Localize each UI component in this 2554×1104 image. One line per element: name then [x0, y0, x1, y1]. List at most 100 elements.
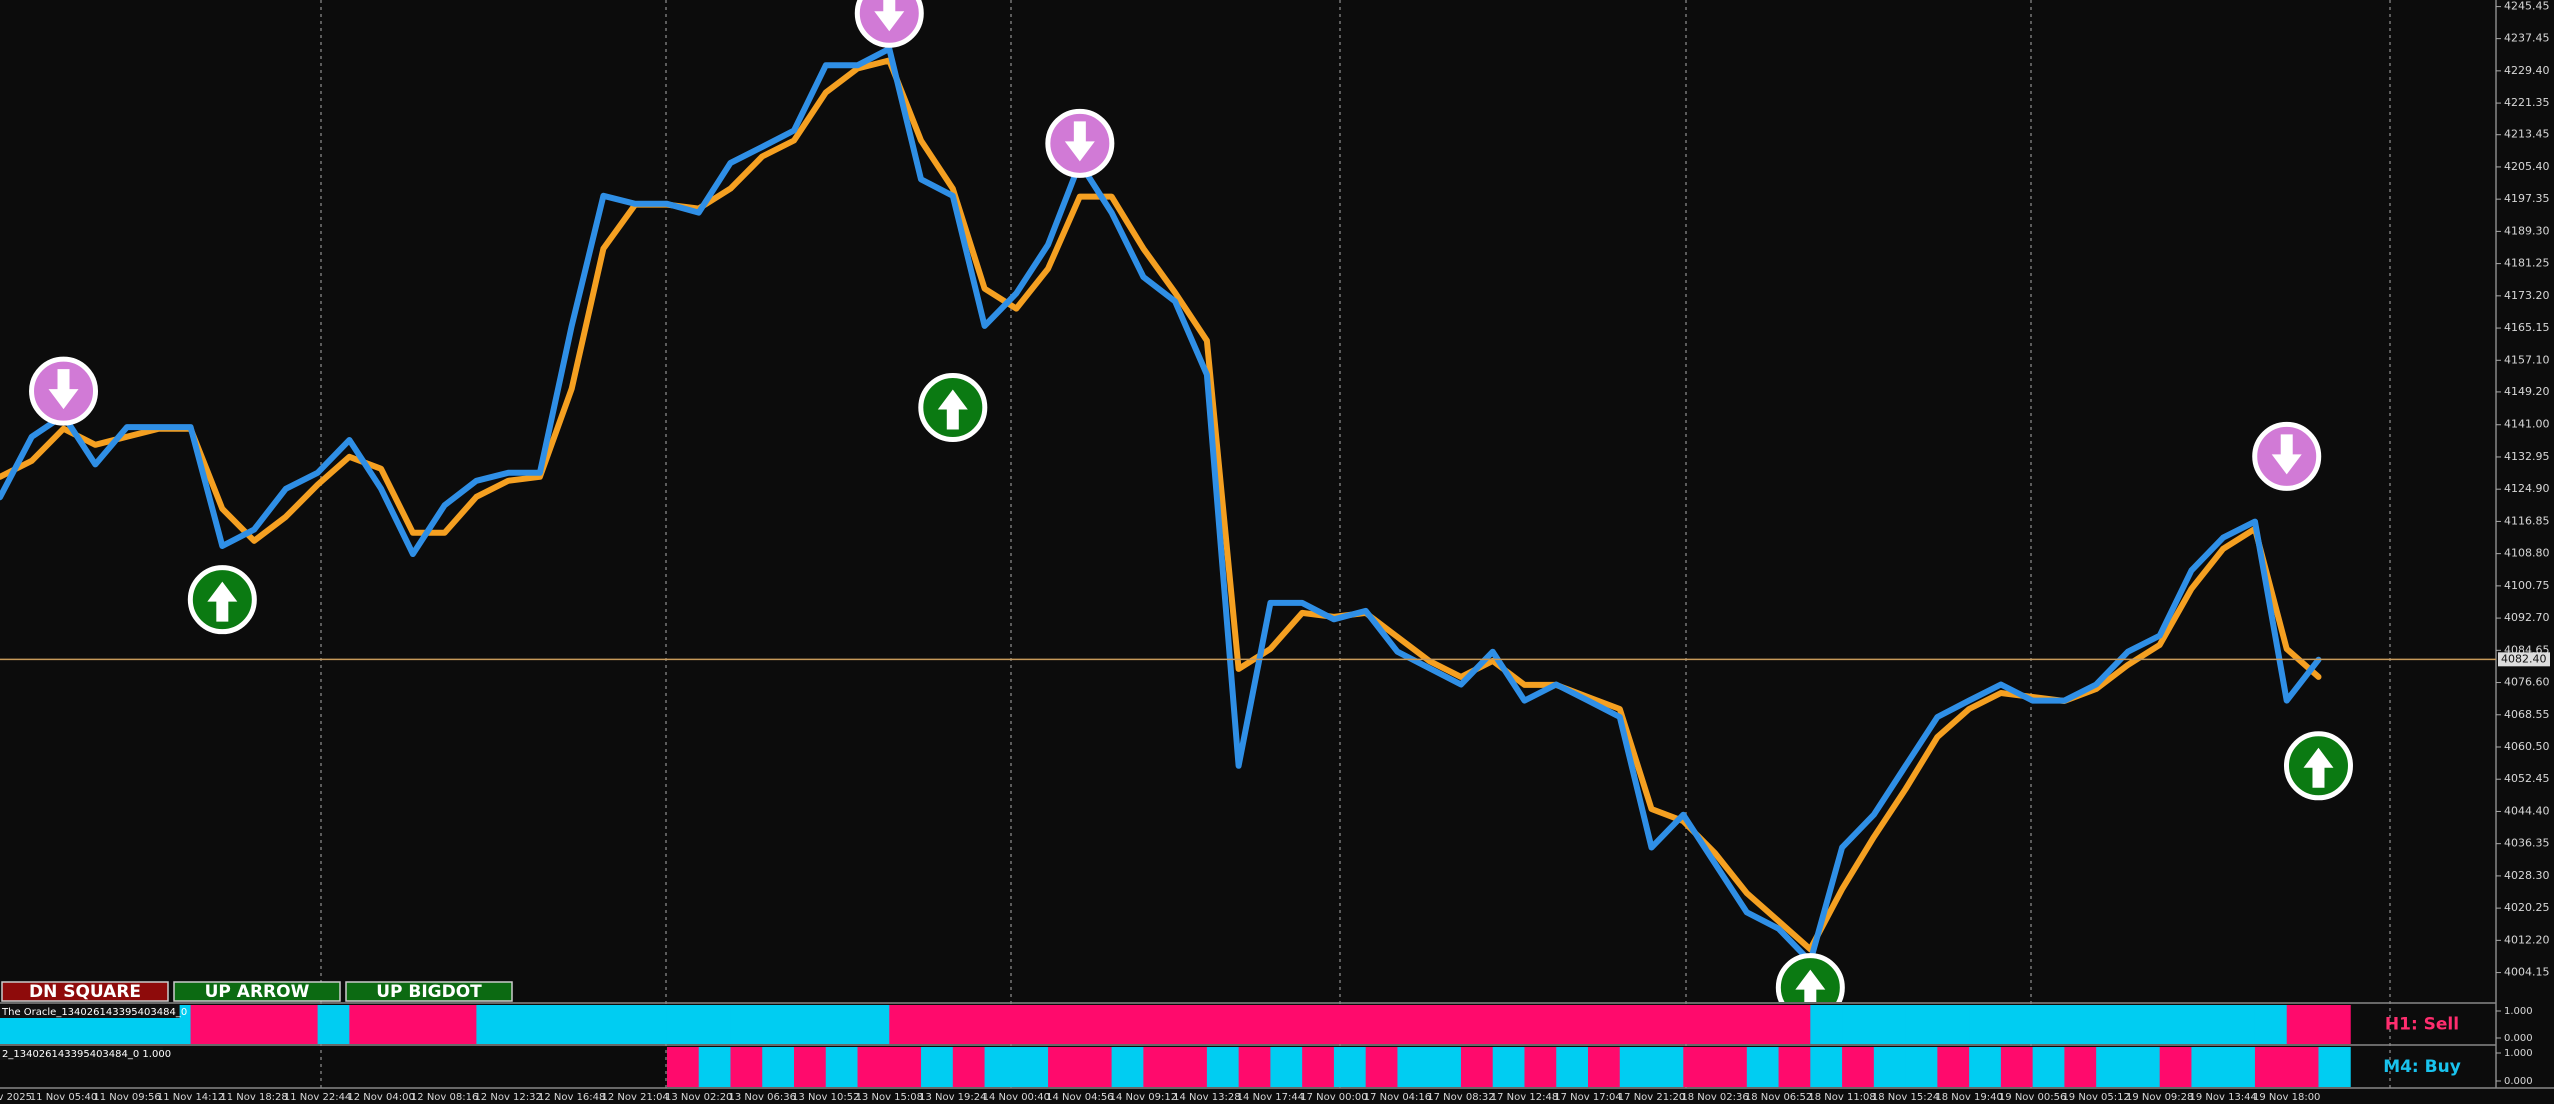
x-tick-label: 12 Nov 12:32 — [474, 1092, 541, 1103]
y-tick-label: 4205.40 — [2504, 160, 2550, 173]
x-tick-label: 17 Nov 04:16 — [1364, 1092, 1431, 1103]
indicator-title: 2_134026143395403484_0 1.000 — [2, 1049, 171, 1060]
indicator-cell — [1365, 1005, 1398, 1044]
indicator-cell — [1143, 1005, 1176, 1044]
y-tick-label: 4108.80 — [2504, 547, 2550, 560]
x-tick-label: 17 Nov 08:32 — [1427, 1092, 1494, 1103]
indicator-cell — [1746, 1047, 1780, 1087]
y-tick-label: 4004.15 — [2504, 966, 2550, 979]
signal-button-label[interactable]: DN SQUARE — [29, 982, 141, 1002]
indicator-cell — [571, 1005, 604, 1044]
indicator-cell — [1492, 1005, 1525, 1044]
indicator-cell — [1048, 1047, 1081, 1087]
indicator-cell — [1079, 1005, 1113, 1044]
x-tick-label: 12 Nov 04:00 — [347, 1092, 414, 1103]
x-tick-label: 11 Nov 2025 — [0, 1092, 32, 1103]
x-tick-label: 11 Nov 18:28 — [220, 1092, 287, 1103]
indicator-cell — [1715, 1047, 1748, 1087]
indicator-signal: H1: Sell — [2385, 1015, 2459, 1035]
signal-arrow — [2303, 747, 2334, 788]
indicator-cell — [2286, 1047, 2319, 1087]
indicator-cell — [1778, 1047, 1811, 1087]
signal-button[interactable] — [345, 981, 513, 1002]
indicator-cell — [2159, 1047, 2192, 1087]
y-tick-label: 4221.35 — [2504, 96, 2550, 109]
y-tick-label: 4173.20 — [2504, 289, 2550, 302]
indicator-cell — [222, 1005, 255, 1044]
indicator-cell — [1810, 1005, 1843, 1044]
indicator-cell — [285, 1005, 319, 1044]
indicator-title-bg — [0, 1047, 163, 1060]
x-tick-label: 13 Nov 15:08 — [856, 1092, 923, 1103]
indicator-cell — [1683, 1005, 1716, 1044]
indicator-cell — [1937, 1005, 1970, 1044]
indicator-cell — [349, 1005, 382, 1044]
indicator-cell — [1969, 1005, 2002, 1044]
indicator-cell — [2191, 1047, 2224, 1087]
indicator-cell — [1746, 1005, 1780, 1044]
x-tick-label: 14 Nov 17:44 — [1237, 1092, 1304, 1103]
indicator-cell — [1810, 1047, 1843, 1087]
signal-button[interactable] — [1, 981, 169, 1002]
indicator-cell — [539, 1005, 573, 1044]
signal-arrow — [1795, 969, 1826, 1002]
indicator-cell — [1238, 1047, 1271, 1087]
indicator-cell — [698, 1047, 731, 1087]
indicator-cell — [730, 1047, 763, 1087]
indicator-cell — [1524, 1005, 1557, 1044]
x-tick-label: 11 Nov 14:12 — [157, 1092, 224, 1103]
signal-button-label[interactable]: UP ARROW — [205, 982, 310, 1002]
indicator-cell — [1937, 1047, 1970, 1087]
indicator-tick-label: 1.000 — [2504, 1006, 2533, 1017]
indicator-cell — [1397, 1047, 1430, 1087]
x-tick-label: 18 Nov 06:52 — [1745, 1092, 1812, 1103]
indicator-cell — [2223, 1047, 2256, 1087]
indicator-cell — [984, 1005, 1017, 1044]
indicator-cell — [1175, 1005, 1208, 1044]
indicator-cell — [1333, 1047, 1367, 1087]
y-tick-label: 4092.70 — [2504, 611, 2550, 624]
signal-button-label[interactable]: UP BIGDOT — [376, 982, 482, 1002]
indicator-title: The Oracle_134026143395403484_0 — [1, 1007, 187, 1018]
y-tick-label: 4213.45 — [2504, 128, 2550, 141]
indicator-cell — [412, 1005, 446, 1044]
indicator-cell — [635, 1005, 668, 1044]
signal-arrow — [2271, 434, 2302, 475]
indicator-cell — [1175, 1047, 1208, 1087]
indicator-cell — [1556, 1005, 1589, 1044]
x-tick-label: 18 Nov 19:40 — [1935, 1092, 2002, 1103]
indicator-cell — [1302, 1005, 1335, 1044]
indicator-cell — [666, 1005, 700, 1044]
indicator-cell — [1143, 1047, 1176, 1087]
indicator-cell — [1651, 1005, 1684, 1044]
indicator-cell — [508, 1005, 541, 1044]
indicator-cell — [1016, 1047, 1049, 1087]
indicator-cell — [2254, 1047, 2288, 1087]
y-tick-label: 4189.30 — [2504, 224, 2550, 237]
y-tick-label: 4229.40 — [2504, 64, 2550, 77]
indicator-cell — [2191, 1005, 2224, 1044]
signal-button[interactable] — [173, 981, 341, 1002]
y-tick-label: 4100.75 — [2504, 579, 2550, 592]
indicator-cell — [1238, 1005, 1271, 1044]
x-tick-label: 14 Nov 09:12 — [1110, 1092, 1177, 1103]
indicator-cell — [825, 1047, 859, 1087]
y-tick-label: 4197.35 — [2504, 192, 2550, 205]
indicator-signal: M4: Buy — [2383, 1057, 2461, 1077]
indicator-cell — [952, 1047, 986, 1087]
y-tick-label: 4068.55 — [2504, 708, 2550, 721]
x-tick-label: 19 Nov 18:00 — [2253, 1092, 2320, 1103]
indicator-cell — [444, 1005, 477, 1044]
indicator-cell — [2032, 1047, 2065, 1087]
y-tick-label: 4149.20 — [2504, 385, 2550, 398]
signal-arrow — [207, 581, 238, 622]
sell-signal — [29, 356, 99, 426]
indicator-cell — [698, 1005, 731, 1044]
indicator-cell — [1302, 1047, 1335, 1087]
indicator-cell — [1715, 1005, 1748, 1044]
x-tick-label: 17 Nov 00:00 — [1300, 1092, 1367, 1103]
indicator-cell — [254, 1005, 287, 1044]
indicator-cell — [1460, 1005, 1494, 1044]
buy-signal — [187, 565, 257, 635]
